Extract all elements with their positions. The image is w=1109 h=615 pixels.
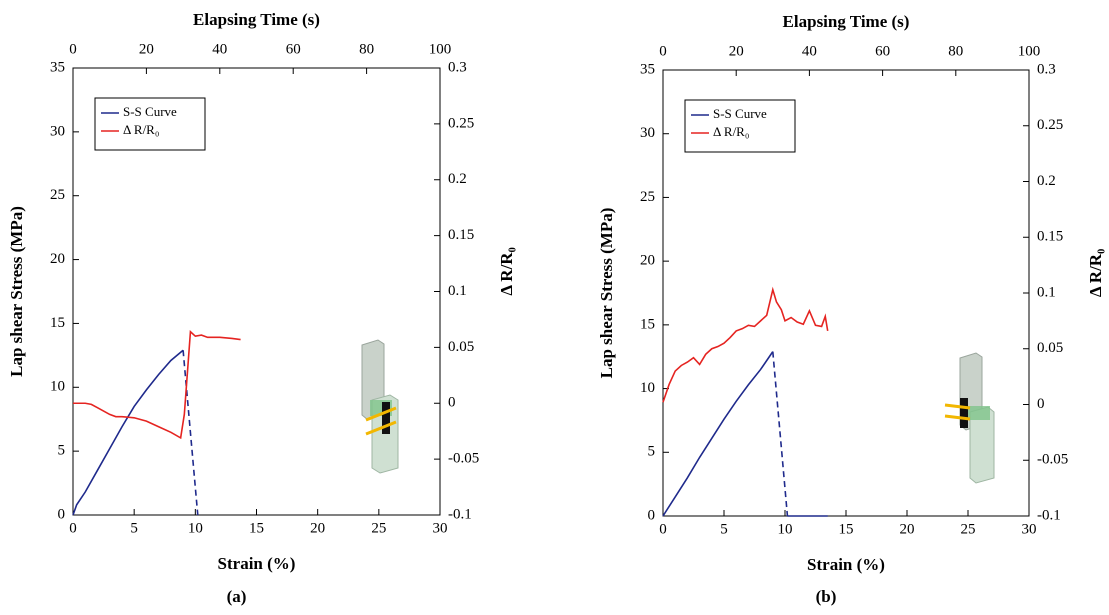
x-tick-label: 5: [130, 520, 138, 536]
y-tick-label: 30: [640, 125, 655, 141]
y-tick-label: 5: [648, 444, 656, 460]
series-line-dashed: [182, 350, 199, 516]
y-tick-label: 15: [640, 316, 655, 332]
y-tick-label: 35: [50, 59, 65, 75]
y-tick-label: 30: [50, 123, 65, 139]
y2-tick-label: -0.05: [448, 451, 479, 467]
y-axis-label: Lap shear Stress (MPa): [7, 206, 26, 377]
x-tick-label: 15: [839, 521, 854, 537]
y-axis-label: Lap shear Stress (MPa): [597, 208, 616, 379]
legend-label: Δ R/R₀: [713, 124, 749, 139]
y2-tick-label: 0.15: [448, 227, 474, 243]
x-tick-label: 15: [249, 520, 264, 536]
x2-tick-label: 40: [802, 43, 817, 59]
series-line: [73, 330, 241, 440]
y-tick-label: 25: [640, 189, 655, 205]
joint-illustration-a: [361, 339, 399, 474]
y2-axis-label: Δ R/R₀: [497, 247, 516, 295]
series-line-dashed: [772, 351, 789, 517]
x-tick-label: 10: [778, 521, 793, 537]
y2-tick-label: 0.05: [1037, 340, 1063, 356]
y2-tick-label: 0.05: [448, 339, 474, 355]
y2-tick-label: 0.15: [1037, 229, 1063, 245]
x2-tick-label: 100: [1018, 43, 1041, 59]
x-tick-label: 30: [1022, 521, 1037, 537]
joint-illustration-b: [944, 352, 995, 484]
legend-label: S-S Curve: [713, 106, 767, 121]
y-tick-label: 0: [58, 506, 66, 522]
x2-axis-label: Elapsing Time (s): [193, 10, 320, 29]
legend-label: Δ R/R₀: [123, 122, 159, 137]
x2-tick-label: 80: [948, 43, 963, 59]
x-axis-label: Strain (%): [807, 555, 885, 574]
x2-tick-label: 80: [359, 41, 374, 57]
y-tick-label: 10: [640, 380, 655, 396]
y2-tick-label: 0.2: [448, 171, 467, 187]
y2-tick-label: 0.2: [1037, 173, 1056, 189]
y2-tick-label: 0.3: [1037, 61, 1056, 77]
x-tick-label: 5: [720, 521, 728, 537]
series-line: [72, 349, 184, 516]
x2-tick-label: 100: [429, 41, 452, 57]
series-line: [662, 351, 774, 517]
y-tick-label: 20: [50, 251, 65, 267]
x-tick-label: 10: [188, 520, 203, 536]
x-tick-label: 20: [310, 520, 325, 536]
y-tick-label: 0: [648, 507, 656, 523]
x-axis-label: Strain (%): [218, 554, 296, 573]
x2-tick-label: 40: [212, 41, 227, 57]
x-tick-label: 25: [371, 520, 386, 536]
x2-tick-label: 60: [286, 41, 301, 57]
y2-tick-label: 0.3: [448, 59, 467, 75]
series-line: [662, 286, 829, 403]
y-tick-label: 35: [640, 61, 655, 77]
y2-tick-label: -0.05: [1037, 452, 1068, 468]
x-tick-label: 30: [433, 520, 448, 536]
y2-tick-label: 0.1: [448, 283, 467, 299]
y2-tick-label: 0.25: [448, 115, 474, 131]
y-tick-label: 25: [50, 187, 65, 203]
x-tick-label: 20: [900, 521, 915, 537]
x-tick-label: 0: [659, 521, 667, 537]
panel-label: (b): [816, 587, 837, 606]
y2-tick-label: 0.25: [1037, 117, 1063, 133]
panel-label: (a): [227, 587, 247, 606]
y2-tick-label: 0.1: [1037, 284, 1056, 300]
x2-axis-label: Elapsing Time (s): [783, 12, 910, 31]
legend-box: [684, 99, 796, 153]
x2-tick-label: 60: [875, 43, 890, 59]
x2-tick-label: 20: [729, 43, 744, 59]
y2-tick-label: -0.1: [448, 506, 472, 522]
y-tick-label: 5: [58, 443, 66, 459]
x2-tick-label: 0: [69, 41, 77, 57]
y2-tick-label: -0.1: [1037, 507, 1061, 523]
y2-tick-label: 0: [448, 395, 456, 411]
y2-tick-label: 0: [1037, 396, 1045, 412]
y-tick-label: 20: [640, 253, 655, 269]
x-tick-label: 25: [961, 521, 976, 537]
x-tick-label: 0: [69, 520, 77, 536]
y-tick-label: 15: [50, 315, 65, 331]
legend-label: S-S Curve: [123, 104, 177, 119]
legend-box: [94, 97, 206, 151]
y-tick-label: 10: [50, 379, 65, 395]
x2-tick-label: 0: [659, 43, 667, 59]
y2-axis-label: Δ R/R₀: [1086, 249, 1105, 297]
x2-tick-label: 20: [139, 41, 154, 57]
